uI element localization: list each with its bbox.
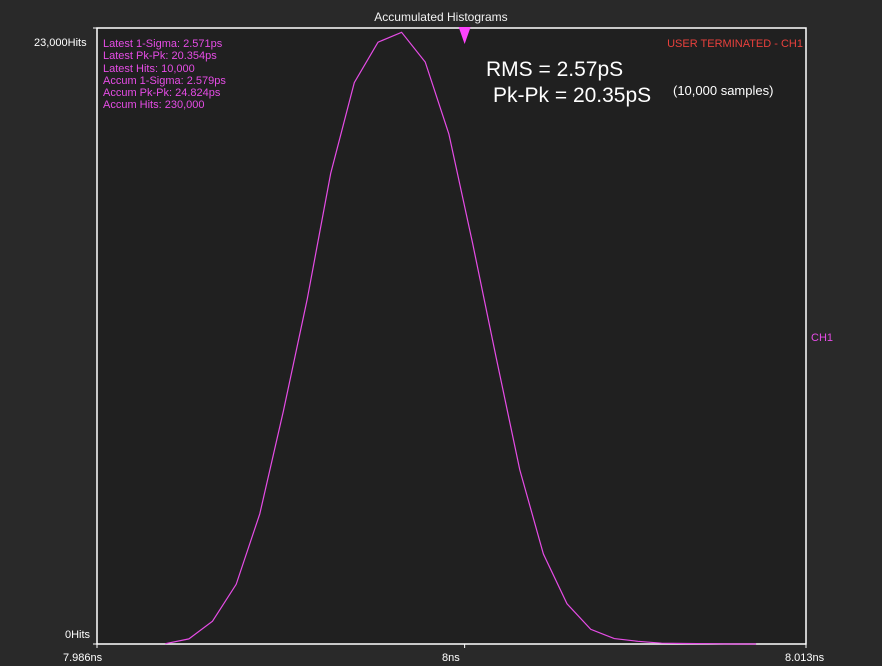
samples-annotation: (10,000 samples) [673, 83, 774, 98]
series-line-ch1 [165, 31, 757, 645]
marker-layer [458, 27, 471, 44]
x-tick-label: 8.013ns [785, 652, 825, 664]
center-marker-icon [458, 27, 471, 44]
stat-accum-pkpk: Accum Pk-Pk: 24.824ps [103, 87, 221, 100]
stat-accum-hits: Accum Hits: 230,000 [103, 99, 205, 112]
status-text: USER TERMINATED - CH1 [667, 38, 803, 50]
pkpk-annotation: Pk-Pk = 20.35pS [493, 84, 652, 107]
stat-accum-sigma: Accum 1-Sigma: 2.579ps [103, 74, 226, 87]
rms-annotation: RMS = 2.57pS [486, 58, 624, 81]
x-tick-label: 7.986ns [63, 652, 103, 664]
channel-label: CH1 [811, 332, 834, 344]
y-tick-label: 23,000Hits [34, 37, 87, 49]
axis-ticks [93, 27, 807, 648]
stat-latest-hits: Latest Hits: 10,000 [103, 62, 195, 75]
series-layer [165, 31, 757, 645]
stats-panel: Latest 1-Sigma: 2.571ps Latest Pk-Pk: 20… [103, 38, 226, 112]
x-tick-label: 8ns [442, 652, 460, 664]
stat-latest-sigma: Latest 1-Sigma: 2.571ps [103, 38, 223, 50]
y-tick-label: 0Hits [65, 629, 91, 641]
stat-latest-pkpk: Latest Pk-Pk: 20.354ps [103, 50, 217, 63]
chart-title: Accumulated Histograms [374, 10, 508, 24]
plot-area [96, 27, 807, 645]
